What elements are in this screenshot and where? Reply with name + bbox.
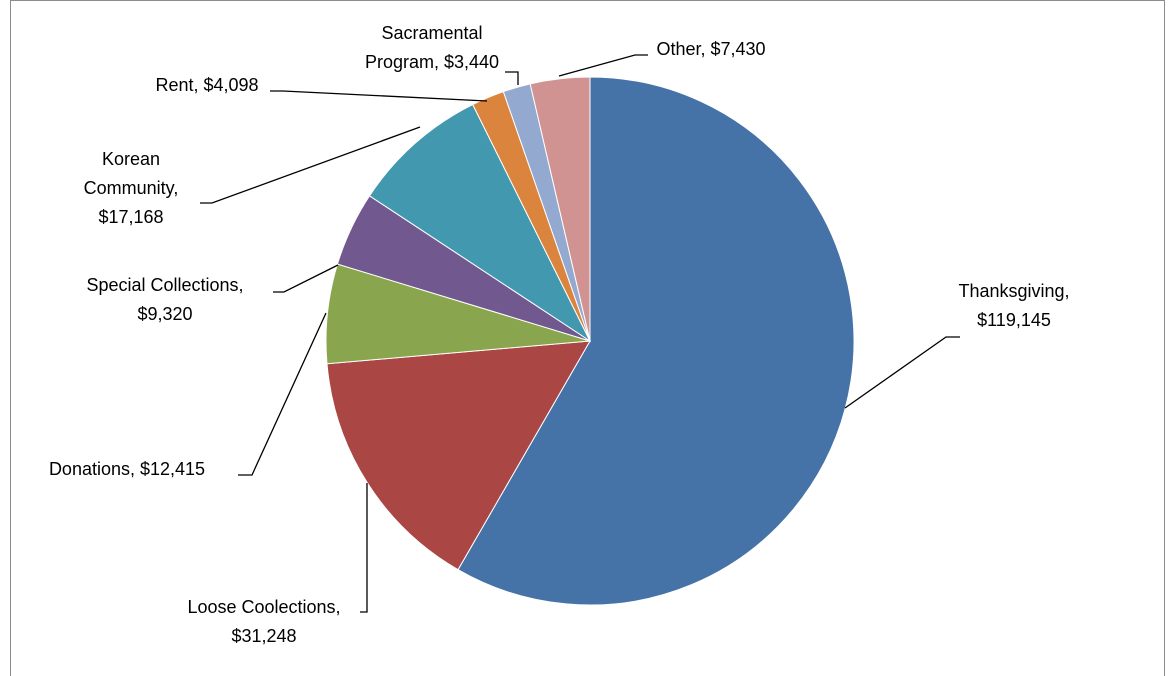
data-label-other: Other, $7,430 bbox=[656, 39, 765, 59]
leader-line-other bbox=[558, 54, 648, 77]
leader-line-loose-coolections bbox=[360, 483, 368, 613]
chart-frame bbox=[10, 0, 1165, 676]
data-label-thanksgiving: Thanksgiving, $119,145 bbox=[958, 281, 1069, 330]
leader-line-korean-community bbox=[200, 126, 421, 204]
pie-slice-loose-coolections bbox=[326, 340, 591, 571]
data-label-loose-coolections: Loose Coolections, $31,248 bbox=[187, 597, 340, 646]
pie-slice-thanksgiving bbox=[457, 76, 855, 606]
pie-slice-other bbox=[529, 76, 591, 342]
leader-line-donations bbox=[238, 312, 327, 476]
data-label-donations: Donations, $12,415 bbox=[49, 459, 205, 479]
pie-slice-korean-community bbox=[368, 103, 592, 343]
data-label-korean-community: Korean Community, $17,168 bbox=[84, 149, 179, 227]
leader-line-thanksgiving bbox=[844, 336, 960, 409]
data-label-special-collections: Special Collections, $9,320 bbox=[86, 275, 243, 324]
leader-line-special-collections bbox=[273, 264, 339, 293]
leader-line-rent bbox=[270, 90, 488, 102]
data-label-sacramental-program: Sacramental Program, $3,440 bbox=[365, 23, 499, 72]
data-label-rent: Rent, $4,098 bbox=[155, 75, 258, 95]
leader-line-sacramental-program bbox=[505, 71, 519, 85]
